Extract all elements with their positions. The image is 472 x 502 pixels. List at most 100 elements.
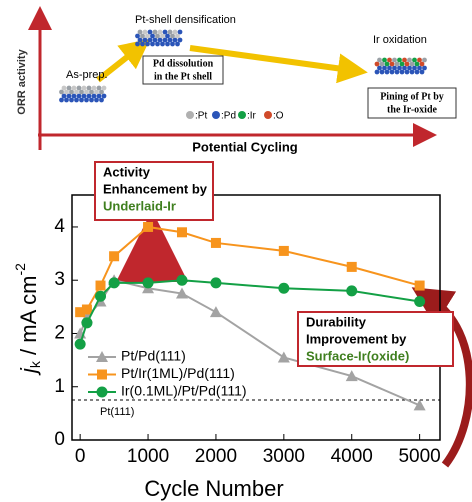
particle-atom (160, 34, 165, 39)
data-point (143, 222, 153, 232)
particle-atom (59, 98, 64, 103)
legend-label: Ir(0.1ML)/Pt/Pd(111) (121, 383, 247, 399)
data-point (82, 305, 92, 315)
legend-swatch (186, 111, 194, 119)
particle-atom (135, 42, 140, 47)
legend-label: Pt/Pd(111) (121, 348, 186, 364)
particle-atom (165, 42, 170, 47)
particle-atom (158, 30, 163, 35)
particle-atom (82, 94, 87, 99)
particle-atom (385, 70, 390, 75)
particle-atom (97, 94, 102, 99)
y-tick-label: 3 (54, 269, 65, 290)
schematic-y-label: ORR activity (16, 48, 28, 114)
data-point (75, 339, 86, 350)
annotation-highlight: Surface-Ir(oxide) (306, 348, 409, 363)
annotation-highlight: Underlaid-Ir (103, 198, 176, 213)
particle-atom (397, 66, 402, 71)
particle-atom (382, 66, 387, 71)
y-tick-label: 0 (54, 429, 65, 450)
particle-atom (135, 34, 140, 39)
particle-atom (178, 30, 183, 35)
schematic-x-label: Potential Cycling (192, 139, 298, 154)
particle-atom (417, 66, 422, 71)
data-point (279, 246, 289, 256)
annotation-text: Activity (103, 164, 151, 179)
particle-atom (140, 42, 145, 47)
x-tick-label: 0 (75, 446, 86, 467)
particle-atom (143, 38, 148, 43)
data-point (278, 283, 289, 294)
particle-atom (74, 90, 79, 95)
data-point (415, 281, 425, 291)
particle-atom (102, 94, 107, 99)
particle-atom (84, 90, 89, 95)
particle-atom (92, 86, 97, 91)
particle-atom (74, 98, 79, 103)
annotation-text: Improvement by (306, 331, 407, 346)
particle-atom (397, 58, 402, 63)
particle-atom (390, 62, 395, 67)
particle-atom (99, 98, 104, 103)
legend-label: :O (273, 111, 284, 122)
note-text: in the Pt shell (154, 71, 212, 82)
particle-atom (72, 86, 77, 91)
y-axis-label: jk / mA cm-2 (12, 263, 43, 376)
particle-atom (150, 34, 155, 39)
reference-label: Pt(111) (100, 406, 134, 418)
legend-label: Pt/Ir(1ML)/Pd(111) (121, 365, 235, 381)
particle-atom (420, 70, 425, 75)
particle-atom (412, 66, 417, 71)
particle-atom (82, 86, 87, 91)
particle-atom (87, 86, 92, 91)
particle-atom (64, 98, 69, 103)
particle-atom (72, 94, 77, 99)
data-point (109, 277, 120, 288)
particle-atom (138, 38, 143, 43)
data-point (347, 262, 357, 272)
data-point (81, 317, 92, 328)
particle-atom (392, 58, 397, 63)
x-tick-label: 4000 (331, 446, 373, 467)
particle-atom (422, 58, 427, 63)
particle-atom (99, 90, 104, 95)
particle-atom (84, 98, 89, 103)
particle-atom (395, 70, 400, 75)
particle-atom (170, 34, 175, 39)
particle-atom (143, 30, 148, 35)
particle-atom (67, 94, 72, 99)
legend-swatch (238, 111, 246, 119)
particle-atom (94, 90, 99, 95)
particle-atom (420, 62, 425, 67)
legend-label: :Pd (221, 111, 236, 122)
particle-atom (410, 70, 415, 75)
particle-atom (402, 58, 407, 63)
particle-atom (140, 34, 145, 39)
particle-atom (407, 58, 412, 63)
particle-atom (387, 66, 392, 71)
particle-atom (168, 30, 173, 35)
particle-atom (79, 98, 84, 103)
particle-atom (400, 62, 405, 67)
particle-atom (173, 30, 178, 35)
particle-atom (165, 34, 170, 39)
particle-atom (375, 62, 380, 67)
particle-atom (102, 86, 107, 91)
note-text: Pining of Pt by (380, 91, 444, 102)
y-label-part: / mA cm (16, 276, 41, 362)
data-point (176, 275, 187, 286)
particle-atom (175, 42, 180, 47)
particle-atom (415, 62, 420, 67)
data-point (210, 306, 222, 317)
legend-swatch (264, 111, 272, 119)
particle-atom (170, 42, 175, 47)
legend-marker (97, 387, 108, 398)
particle-atom (407, 66, 412, 71)
particle-atom (173, 38, 178, 43)
particle-atom (150, 42, 155, 47)
particle-atom (89, 90, 94, 95)
particle-atom (417, 58, 422, 63)
particle-atom (382, 58, 387, 63)
x-tick-label: 5000 (398, 446, 440, 467)
particle-atom (387, 58, 392, 63)
